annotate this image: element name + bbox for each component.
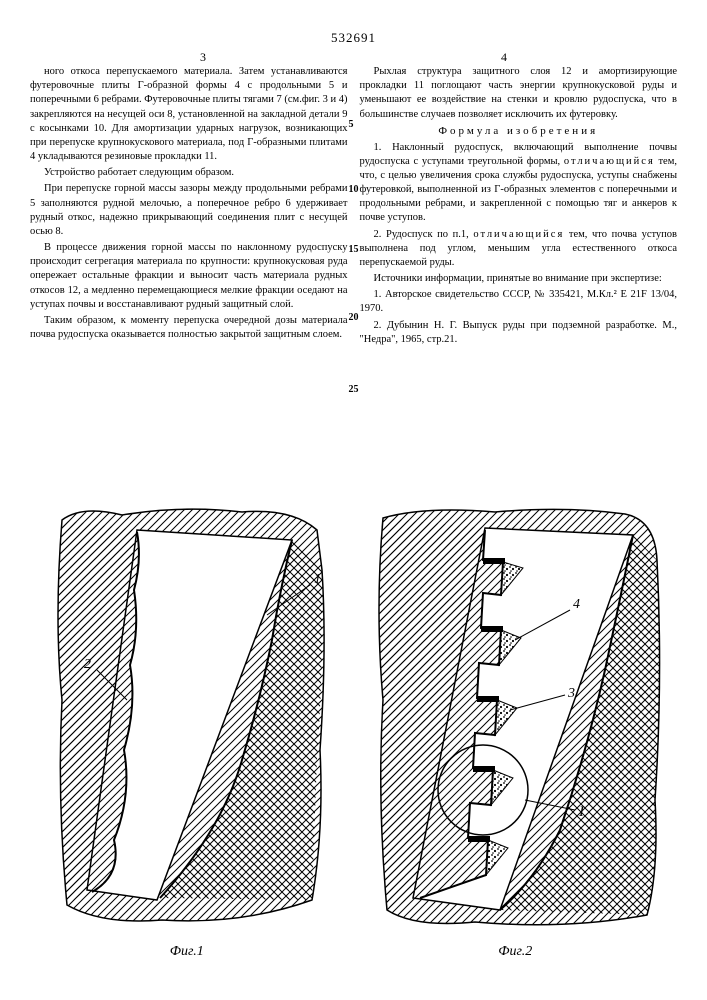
p3-sp: отличающийся <box>473 229 564 240</box>
left-p2: Устройство работает следующим образом. <box>30 166 348 180</box>
right-p2: 1. Наклонный рудоспуск, включающий выпол… <box>360 141 678 226</box>
right-p4: Источники информации, принятые во вниман… <box>360 272 678 286</box>
page-number-left: 3 <box>200 50 206 65</box>
right-p5: 1. Авторское свидетельство СССР, № 33542… <box>360 288 678 316</box>
right-p1: Рыхлая структура защитного слоя 12 и амо… <box>360 65 678 122</box>
figure-1-svg: 1 2 <box>42 500 332 940</box>
p3-pre: 2. Рудоспуск по п.1, <box>374 229 474 240</box>
fig1-callout-1: 1 <box>314 572 321 587</box>
fig2-callout-3: 3 <box>567 686 575 701</box>
figure-2: 4 3 I Фиг.2 <box>365 500 665 960</box>
formula-heading: Формула изобретения <box>360 124 678 139</box>
figures-row: 1 2 Фиг.1 <box>30 500 677 960</box>
text-columns: ного откоса перепускаемого материала. За… <box>30 65 677 349</box>
fig2-callout-I: I <box>578 804 585 820</box>
figure-2-svg: 4 3 I <box>365 500 665 940</box>
figure-2-label: Фиг.2 <box>365 944 665 960</box>
left-column: ного откоса перепускаемого материала. За… <box>30 65 348 349</box>
patent-number: 532691 <box>331 30 376 46</box>
figure-1: 1 2 Фиг.1 <box>42 500 332 960</box>
right-p6: 2. Дубынин Н. Г. Выпуск руды при подземн… <box>360 319 678 347</box>
fig2-callout-4: 4 <box>573 597 580 612</box>
p2-sp: отличающийся <box>564 156 655 167</box>
page-number-right: 4 <box>501 50 507 65</box>
line-marker-25: 25 <box>349 385 359 395</box>
left-p1: ного откоса перепускаемого материала. За… <box>30 65 348 164</box>
left-p3: При перепуске горной массы зазоры между … <box>30 182 348 239</box>
left-p5: Таким образом, к моменту перепуска очере… <box>30 314 348 342</box>
right-p3: 2. Рудоспуск по п.1, отличающийся тем, ч… <box>360 228 678 271</box>
fig1-callout-2: 2 <box>84 657 91 672</box>
figure-1-label: Фиг.1 <box>42 944 332 960</box>
right-column: Рыхлая структура защитного слоя 12 и амо… <box>360 65 678 349</box>
left-p4: В процессе движения горной массы по накл… <box>30 241 348 312</box>
